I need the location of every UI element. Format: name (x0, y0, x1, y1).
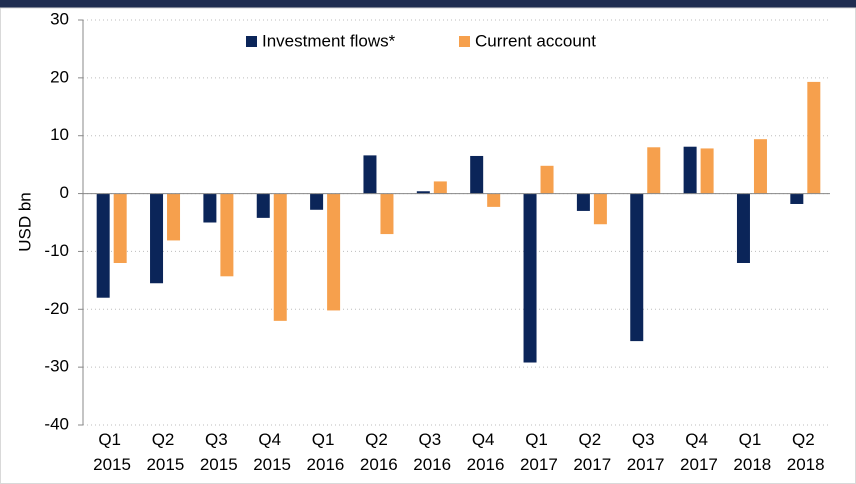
bar (790, 193, 804, 204)
x-tick-label-line: 2015 (248, 455, 291, 474)
x-tick-label: Q2 2016 (355, 430, 398, 474)
x-tick-label-line: 2017 (515, 455, 558, 474)
x-tick-label-line: Q2 (579, 430, 602, 449)
y-axis-label: USD bn (15, 192, 34, 252)
x-tick-label: Q2 2017 (569, 430, 612, 474)
x-tick-label: Q2 2018 (782, 430, 825, 474)
x-tick-label: Q1 2015 (88, 430, 131, 474)
x-tick-label: Q2 2015 (142, 430, 185, 474)
x-tick-label-line: 2015 (142, 455, 185, 474)
x-tick-label-line: Q4 (258, 430, 281, 449)
bar (807, 81, 821, 194)
x-tick-label-line: Q3 (418, 430, 441, 449)
x-tick-label-line: Q2 (365, 430, 388, 449)
legend-label: Current account (475, 31, 596, 50)
bar (647, 147, 661, 194)
bar (203, 193, 217, 223)
bar (416, 191, 430, 194)
bar (523, 193, 537, 363)
bar (540, 165, 554, 194)
x-tick-label: Q4 2015 (248, 430, 291, 474)
x-tick-label: Q1 2016 (302, 430, 345, 474)
x-tick-label: Q3 2017 (622, 430, 665, 474)
bar (363, 155, 377, 194)
y-tick-label: 0 (60, 183, 69, 202)
legend-swatch (459, 36, 470, 47)
y-tick-label: 10 (50, 125, 69, 144)
y-tick-label: -20 (44, 299, 69, 318)
bar (487, 193, 501, 207)
x-tick-label-line: 2016 (302, 455, 345, 474)
bar (327, 193, 341, 311)
x-tick-label-line: 2017 (675, 455, 718, 474)
x-tick-label: Q4 2017 (675, 430, 718, 474)
x-tick-label-line: Q3 (632, 430, 655, 449)
bar (630, 193, 644, 342)
bar (380, 193, 394, 235)
y-tick-label: 30 (50, 9, 69, 28)
bar (736, 193, 750, 263)
bar (700, 148, 714, 194)
x-tick-label-line: Q1 (525, 430, 548, 449)
bar (220, 193, 234, 277)
x-tick-label-line: Q2 (152, 430, 175, 449)
bar (683, 146, 697, 194)
legend-swatch (246, 36, 257, 47)
x-tick-label-line: Q2 (792, 430, 815, 449)
x-tick-label-line: 2016 (409, 455, 452, 474)
x-tick-label-line: 2015 (88, 455, 131, 474)
x-tick-label-line: 2015 (195, 455, 238, 474)
bar (113, 193, 127, 263)
x-tick-label-line: Q4 (685, 430, 708, 449)
legend-label: Investment flows* (262, 31, 396, 50)
bar (433, 181, 447, 194)
x-tick-label-line: Q3 (205, 430, 228, 449)
x-tick-label: Q1 2018 (729, 430, 772, 474)
y-tick-label: 20 (50, 67, 69, 86)
bar (470, 155, 484, 194)
frame (0, 7, 856, 484)
bar (167, 193, 181, 241)
y-tick-label: -10 (44, 241, 69, 260)
x-tick-label-line: 2016 (462, 455, 505, 474)
x-tick-label-line: 2016 (355, 455, 398, 474)
bar (150, 193, 164, 284)
x-tick-label-line: Q1 (739, 430, 762, 449)
x-tick-label: Q3 2016 (409, 430, 452, 474)
bar (256, 193, 270, 218)
bar (273, 193, 287, 321)
x-tick-label-line: Q4 (472, 430, 495, 449)
bar (576, 193, 590, 211)
x-tick-label-line: Q1 (312, 430, 335, 449)
bar (96, 193, 110, 298)
bar (753, 139, 767, 194)
bar (310, 193, 324, 210)
x-tick-label-line: 2017 (569, 455, 612, 474)
x-tick-label-line: 2017 (622, 455, 665, 474)
bar (593, 193, 607, 225)
x-tick-label-line: 2018 (782, 455, 825, 474)
x-tick-label: Q4 2016 (462, 430, 505, 474)
y-tick-label: -30 (44, 357, 69, 376)
x-tick-label-line: Q1 (98, 430, 121, 449)
y-tick-label: -40 (44, 414, 69, 433)
header-band (0, 0, 856, 8)
x-tick-label: Q3 2015 (195, 430, 238, 474)
x-tick-label-line: 2018 (729, 455, 772, 474)
x-tick-label: Q1 2017 (515, 430, 558, 474)
